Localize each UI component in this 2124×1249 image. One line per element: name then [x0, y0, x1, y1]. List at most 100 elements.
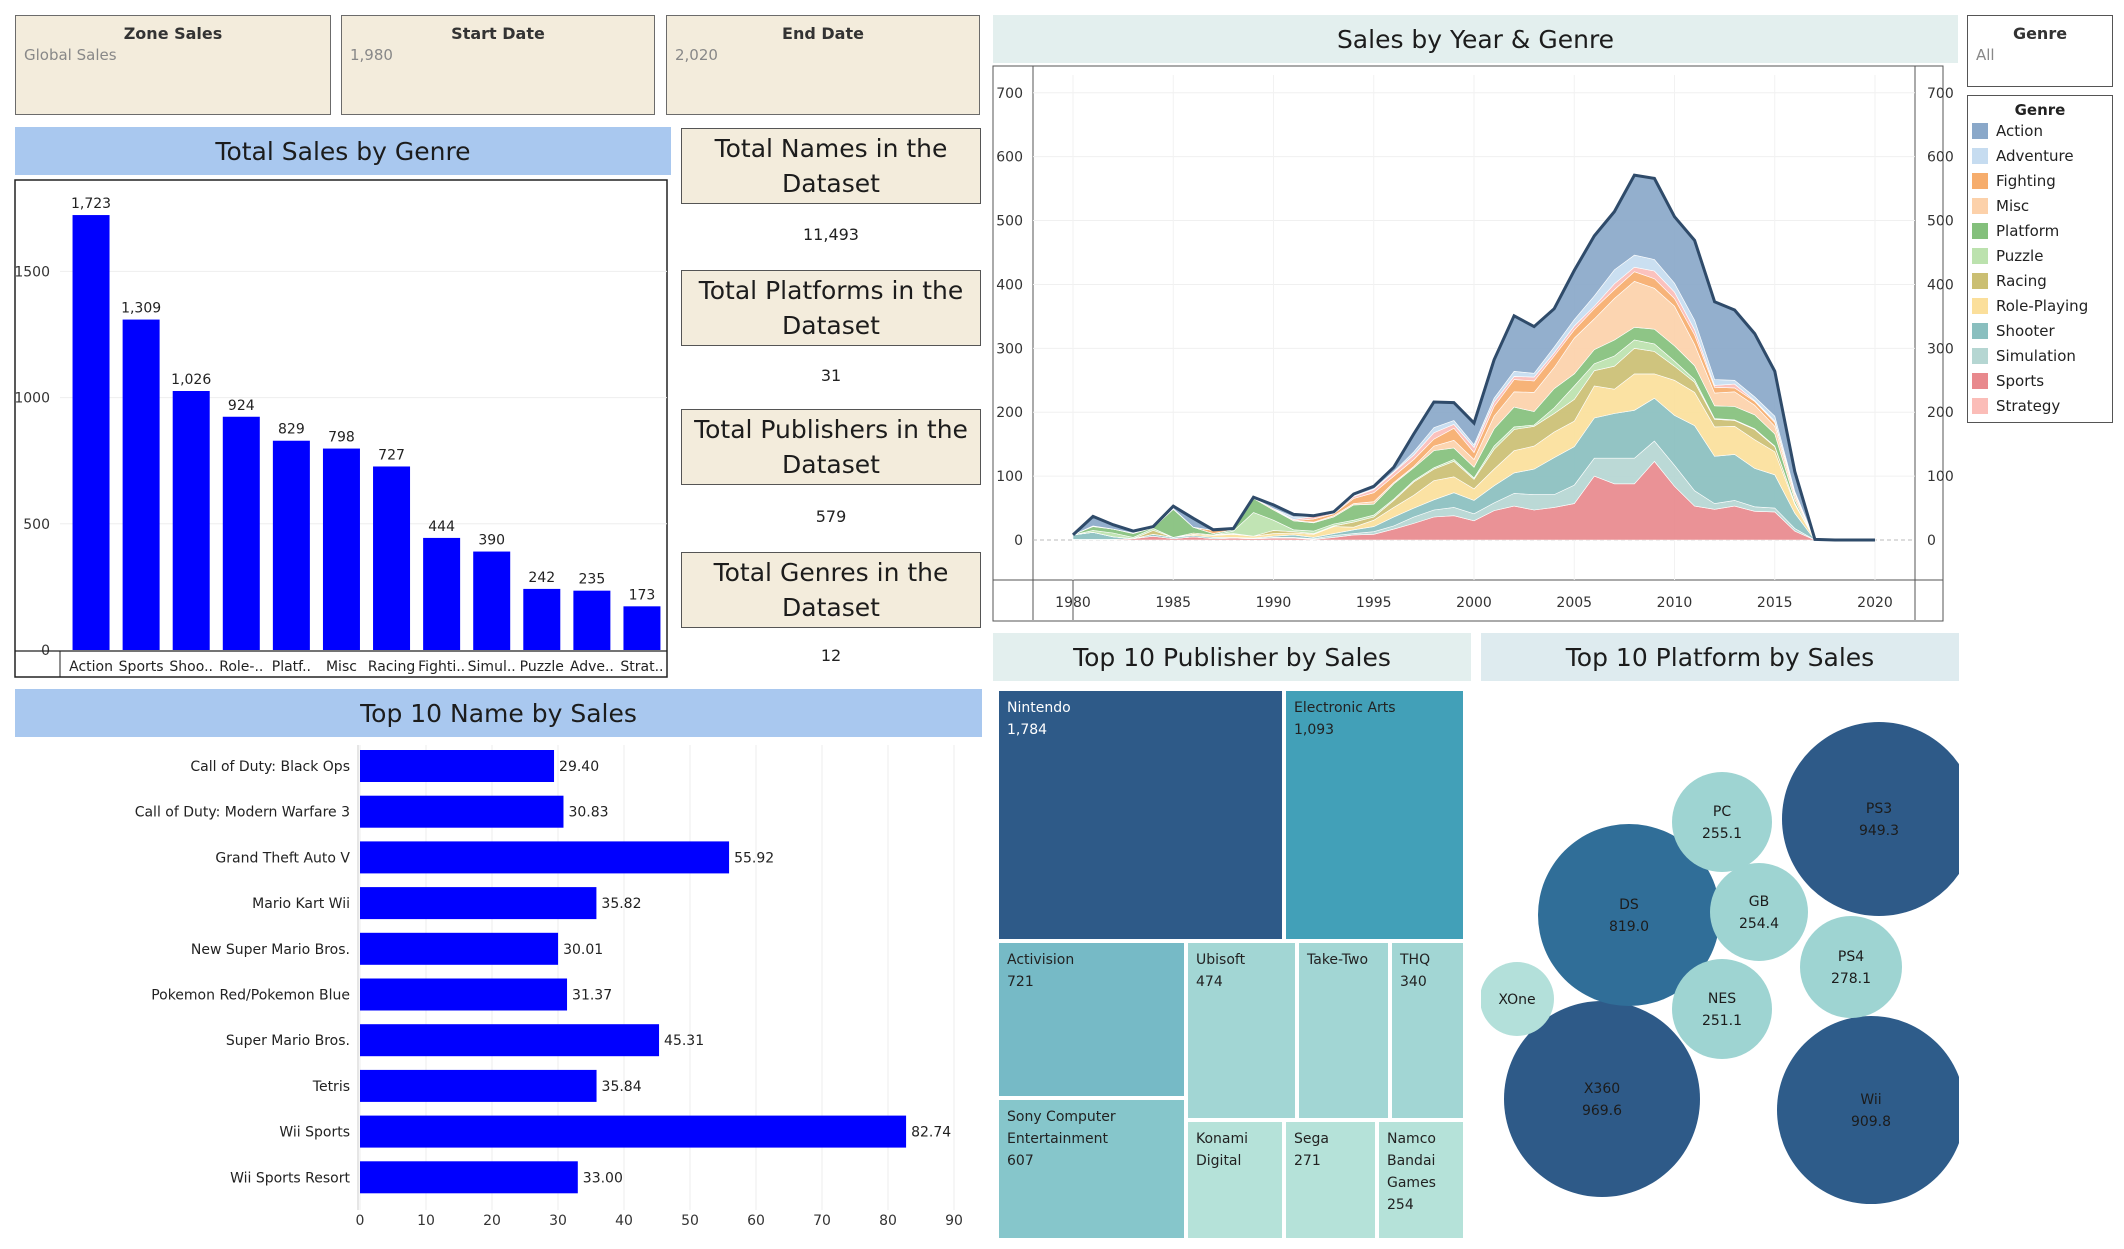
- platform-bubble: [1777, 1016, 1959, 1204]
- genre-bar: [322, 448, 360, 650]
- genre-ytick-label: 1500: [14, 264, 50, 280]
- names-bar: [360, 1161, 578, 1194]
- publisher-tile: [997, 941, 1186, 1098]
- names-xtick-label: 0: [356, 1213, 365, 1229]
- publisher-value-label: 1,093: [1294, 722, 1334, 738]
- genre-bar: [72, 215, 110, 651]
- names-xtick-label: 50: [681, 1213, 699, 1229]
- platform-value-label: 949.3: [1859, 823, 1899, 839]
- year-ytick-left: 300: [996, 341, 1023, 357]
- genre-bar-value-label: 242: [528, 570, 555, 586]
- publisher-name-label: Take-Two: [1306, 952, 1368, 968]
- platform-value-label: 969.6: [1582, 1103, 1622, 1119]
- publisher-value-label: 607: [1007, 1153, 1034, 1169]
- names-xtick-label: 70: [813, 1213, 831, 1229]
- end-date-filter-value[interactable]: 2,020: [675, 46, 718, 64]
- genre-sales-title: Total Sales by Genre: [15, 127, 671, 175]
- platform-value-label: 251.1: [1702, 1013, 1742, 1029]
- top-names-chart: 0 10 20 30 40 50 60 70 80 90 29.40 Call of Duty: Bl…: [135, 745, 963, 1229]
- legend-label: Simulation: [1996, 347, 2076, 365]
- publisher-name-label: Ubisoft: [1196, 952, 1246, 968]
- zone-sales-filter-title: Zone Sales: [123, 24, 223, 43]
- names-bar-value-label: 29.40: [559, 759, 599, 775]
- names-category-label: Call of Duty: Modern Warfare 3: [135, 805, 350, 821]
- names-xtick-label: 40: [615, 1213, 633, 1229]
- year-ytick-left: 100: [996, 469, 1023, 485]
- genre-bar-value-label: 444: [428, 519, 455, 535]
- zone-sales-filter[interactable]: Zone Sales Global Sales: [15, 15, 331, 115]
- legend-item[interactable]: Misc: [1972, 196, 2029, 216]
- end-date-filter[interactable]: End Date 2,020: [666, 15, 980, 115]
- genre-legend-title: Genre: [2014, 101, 2066, 119]
- genre-category-label: Strat..: [620, 659, 663, 675]
- genre-category-label: Simul..: [468, 659, 516, 675]
- genre-category-label: Platf..: [272, 659, 311, 675]
- kpi-names-value: 11,493: [803, 225, 859, 244]
- legend-swatch: [1972, 123, 1988, 139]
- year-ytick-right: 400: [1927, 277, 1954, 293]
- legend-label: Platform: [1996, 222, 2060, 240]
- names-bar: [360, 841, 730, 874]
- genre-bar-value-label: 798: [328, 430, 355, 446]
- legend-swatch: [1972, 323, 1988, 339]
- legend-swatch: [1972, 273, 1988, 289]
- legend-swatch: [1972, 298, 1988, 314]
- names-bar: [360, 1069, 597, 1102]
- platform-name-label: X360: [1584, 1081, 1620, 1097]
- start-date-filter-value[interactable]: 1,980: [350, 46, 393, 64]
- genre-bar-value-label: 1,723: [71, 196, 111, 212]
- names-xtick-label: 80: [879, 1213, 897, 1229]
- start-date-filter[interactable]: Start Date 1,980: [341, 15, 655, 115]
- platform-name-label: PS4: [1838, 949, 1864, 965]
- platform-name-label: Wii: [1860, 1092, 1881, 1108]
- legend-label: Role-Playing: [1996, 297, 2089, 315]
- legend-swatch: [1972, 348, 1988, 364]
- legend-swatch: [1972, 173, 1988, 189]
- names-category-label: New Super Mario Bros.: [191, 942, 350, 958]
- year-ytick-right: 300: [1927, 341, 1954, 357]
- legend-item[interactable]: Platform: [1972, 221, 2059, 241]
- publisher-tile: [1284, 1120, 1377, 1238]
- publisher-value-label: 340: [1400, 974, 1427, 990]
- zone-sales-filter-value[interactable]: Global Sales: [24, 46, 117, 64]
- kpi-genres-card: Total Genres in the Dataset: [681, 552, 981, 628]
- names-category-label: Super Mario Bros.: [226, 1033, 350, 1049]
- kpi-platforms-label: Total Platforms in the Dataset: [698, 276, 964, 340]
- platform-name-label: DS: [1619, 897, 1639, 913]
- legend-item[interactable]: Sports: [1972, 371, 2044, 391]
- platform-bubble: [1504, 1001, 1700, 1197]
- genre-filter-value[interactable]: All: [1976, 46, 1995, 64]
- names-bar: [360, 978, 568, 1011]
- year-ytick-right: 100: [1927, 469, 1954, 485]
- platform-name-label: NES: [1708, 991, 1736, 1007]
- genre-sales-chart: 0500100015001,723Action1,309Sports1,026S…: [14, 179, 668, 678]
- legend-item[interactable]: Racing: [1972, 271, 2047, 291]
- legend-swatch: [1972, 373, 1988, 389]
- names-bar-value-label: 30.83: [568, 805, 608, 821]
- kpi-names-card: Total Names in the Dataset: [681, 128, 981, 204]
- legend-item[interactable]: Fighting: [1972, 171, 2056, 191]
- legend-item[interactable]: Shooter: [1972, 321, 2055, 341]
- genre-category-label: Puzzle: [520, 659, 564, 675]
- year-xtick-label: 2015: [1757, 595, 1793, 611]
- genre-bar: [473, 551, 511, 650]
- publisher-value-label: 474: [1196, 974, 1223, 990]
- year-xtick-label: 2000: [1456, 595, 1492, 611]
- legend-item[interactable]: Strategy: [1972, 396, 2060, 416]
- platform-bubble: [1481, 962, 1554, 1036]
- kpi-genres-label: Total Genres in the Dataset: [713, 558, 949, 622]
- names-xtick-label: 30: [549, 1213, 567, 1229]
- names-bar: [360, 932, 559, 965]
- platform-name-label: PS3: [1866, 801, 1892, 817]
- genre-filter[interactable]: Genre All: [1967, 15, 2113, 87]
- legend-item[interactable]: Adventure: [1972, 146, 2074, 166]
- legend-item[interactable]: Action: [1972, 121, 2043, 141]
- legend-item[interactable]: Simulation: [1972, 346, 2076, 366]
- genre-category-label: Adve..: [570, 659, 614, 675]
- legend-item[interactable]: Puzzle: [1972, 246, 2043, 266]
- platform-name-label: PC: [1713, 804, 1731, 820]
- names-bar-value-label: 82.74: [911, 1125, 951, 1141]
- legend-item[interactable]: Role-Playing: [1972, 296, 2088, 316]
- end-date-filter-title: End Date: [782, 24, 864, 43]
- year-xtick-label: 2010: [1657, 595, 1693, 611]
